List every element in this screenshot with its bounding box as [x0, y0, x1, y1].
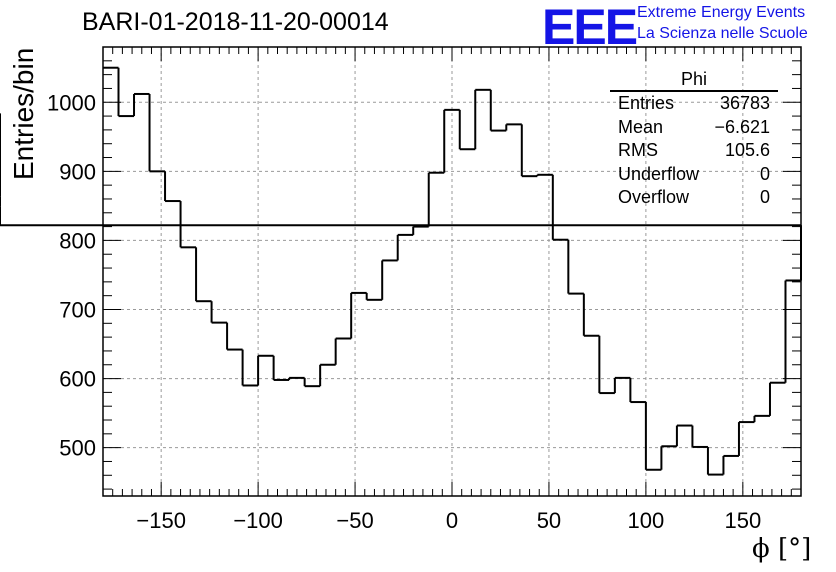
y-tick-label: 900: [59, 159, 96, 184]
stats-box: Phi Entries 36783 Mean −6.621 RMS 105.6 …: [610, 68, 778, 210]
logo-line-1: Extreme Energy Events: [637, 4, 806, 21]
logo-line-2: La Scienza nelle Scuole: [637, 25, 808, 42]
stats-label: Mean: [618, 116, 664, 137]
y-tick-label: 800: [59, 228, 96, 253]
y-tick-label: 700: [59, 297, 96, 322]
stats-row-overflow: Overflow 0: [610, 186, 778, 210]
x-tick-label: 150: [724, 508, 761, 533]
stats-label: Overflow: [618, 187, 690, 207]
x-tick-label: 100: [628, 508, 665, 533]
grid-lines: [103, 47, 801, 496]
stats-value: 0: [759, 187, 770, 207]
y-tick-label: 1000: [47, 90, 96, 115]
stats-value: 0: [759, 163, 770, 184]
histogram-bars: [0, 66, 802, 476]
x-tick-label: 50: [537, 508, 561, 533]
stats-label: RMS: [618, 140, 658, 160]
x-tick-label: −100: [233, 508, 283, 533]
stats-row-rms: RMS 105.6: [610, 139, 778, 163]
eee-logo: EEE: [542, 0, 638, 55]
stats-value: 36783: [719, 93, 770, 113]
x-axis: −150 −100 −50 0 50 100 150: [102, 47, 802, 533]
x-axis-label: ϕ [°]: [752, 534, 812, 564]
x-tick-label: 0: [446, 508, 458, 533]
y-axis-label: Entries/bin: [8, 47, 39, 180]
stats-label: Underflow: [618, 163, 700, 184]
stats-value: −6.621: [714, 116, 770, 137]
stats-label: Entries: [618, 93, 675, 113]
x-tick-label: −150: [136, 508, 186, 533]
stats-row-entries: Entries 36783: [610, 92, 778, 116]
chart-title: BARI-01-2018-11-20-00014: [82, 8, 389, 36]
y-tick-label: 600: [59, 367, 96, 392]
y-axis: 500 600 700 800 900 1000: [47, 46, 801, 490]
x-tick-label: −50: [336, 508, 373, 533]
stats-row-underflow: Underflow 0: [610, 163, 778, 187]
stats-value: 105.6: [724, 140, 770, 160]
y-tick-label: 500: [59, 436, 96, 461]
stats-title: Phi: [610, 68, 778, 92]
stats-row-mean: Mean −6.621: [610, 116, 778, 140]
